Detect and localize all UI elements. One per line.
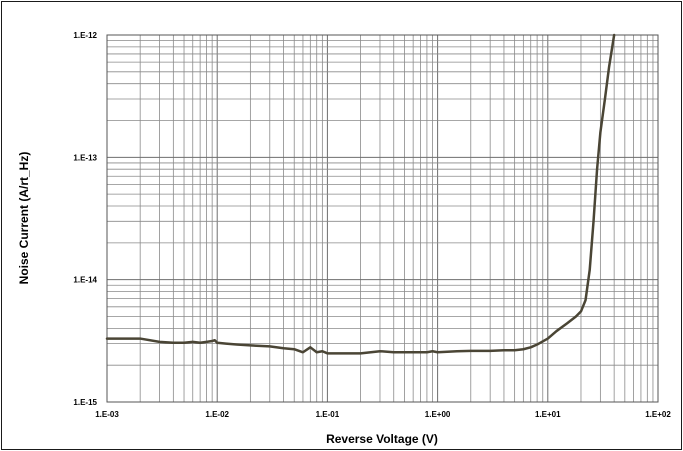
x-tick-label: 1.E-01 — [316, 410, 340, 419]
x-tick-label: 1.E-03 — [95, 410, 119, 419]
x-axis-title: Reverse Voltage (V) — [326, 432, 438, 446]
noise-current-line — [105, 33, 616, 355]
y-tick-labels: 1.E-15 1.E-14 1.E-13 1.E-12 — [73, 31, 97, 407]
x-tick-labels: 1.E-03 1.E-02 1.E-01 1.E+00 1.E+01 1.E+02 — [95, 410, 671, 419]
y-axis-title: Noise Current (A/rt_Hz) — [17, 152, 31, 285]
x-tick-label: 1.E-02 — [205, 410, 229, 419]
grid — [106, 34, 659, 403]
y-tick-label: 1.E-14 — [73, 276, 97, 285]
y-tick-label: 1.E-12 — [73, 31, 97, 40]
x-tick-label: 1.E+00 — [425, 410, 451, 419]
plot-border — [106, 34, 659, 403]
x-tick-label: 1.E+01 — [535, 410, 561, 419]
plot-area — [107, 35, 658, 402]
y-tick-label: 1.E-13 — [73, 153, 97, 162]
series-group — [105, 33, 616, 355]
x-tick-label: 1.E+02 — [645, 410, 671, 419]
y-tick-label: 1.E-15 — [73, 398, 97, 407]
